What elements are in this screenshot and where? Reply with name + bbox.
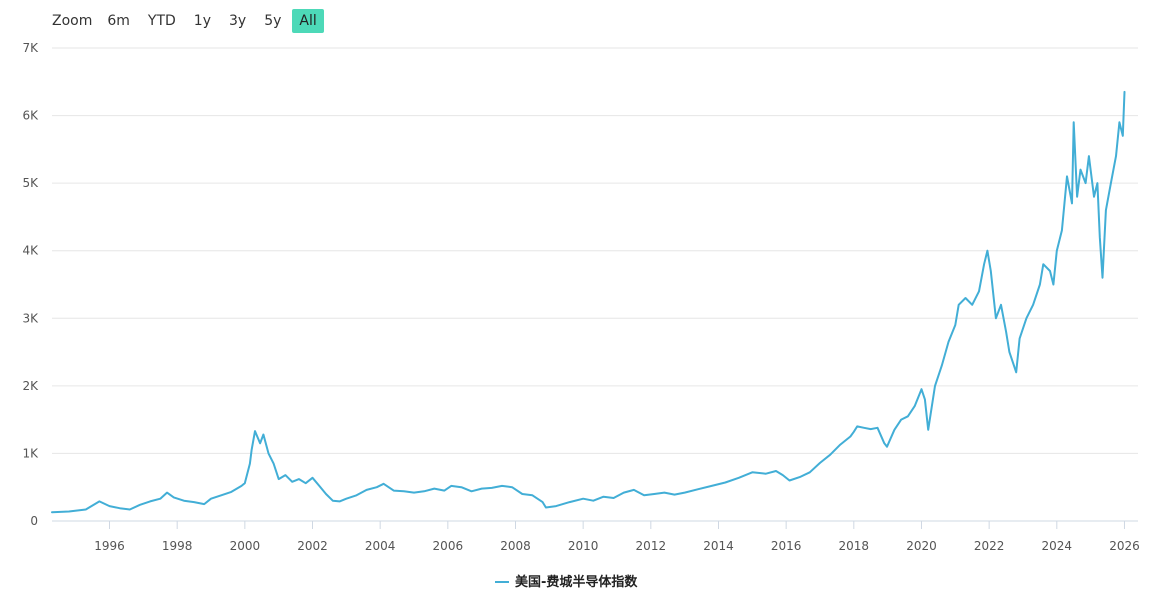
y-tick-label: 2K (22, 379, 39, 393)
x-tick-label: 2002 (297, 539, 328, 553)
y-tick-label: 6K (22, 109, 39, 123)
x-tick-label: 2026 (1109, 539, 1140, 553)
zoom-3y-button[interactable]: 3y (229, 13, 247, 29)
x-tick-label: 1996 (94, 539, 125, 553)
zoom-all-button[interactable]: All (292, 9, 324, 33)
zoom-1y-button[interactable]: 1y (193, 13, 211, 29)
zoom-ytd-button[interactable]: YTD (147, 13, 176, 29)
zoom-bar: Zoom 6m YTD 1y 3y 5y All (52, 8, 326, 34)
x-tick-label: 2016 (771, 539, 802, 553)
x-axis: 1996 1998 2000 2002 2004 2006 2008 2010 2012 2014… (52, 520, 1140, 553)
y-tick-label: 7K (22, 41, 39, 55)
x-tick-label: 2020 (906, 539, 937, 553)
x-tick-label: 1998 (162, 539, 193, 553)
x-tick-label: 2014 (703, 539, 734, 553)
x-tick-label: 2012 (636, 539, 667, 553)
y-axis: 0 1K 2K 3K 4K 5K 6K 7K (22, 41, 39, 528)
legend-label[interactable]: 美国-费城半导体指数 (515, 574, 638, 590)
grid-lines (52, 47, 1138, 522)
y-tick-label: 5K (22, 176, 39, 190)
y-tick-label: 1K (22, 446, 39, 460)
series-line[interactable] (51, 90, 1126, 514)
x-tick-label: 2004 (365, 539, 396, 553)
x-tick-label: 2010 (568, 539, 599, 553)
x-tick-label: 2006 (433, 539, 464, 553)
y-tick-label: 0 (30, 514, 38, 528)
x-tick-label: 2022 (974, 539, 1005, 553)
zoom-6m-button[interactable]: 6m (107, 13, 130, 29)
x-tick-label: 2024 (1042, 539, 1073, 553)
y-tick-label: 4K (22, 244, 39, 258)
legend[interactable]: 美国-费城半导体指数 (495, 574, 638, 590)
zoom-5y-button[interactable]: 5y (264, 13, 282, 29)
x-tick-label: 2018 (839, 539, 870, 553)
zoom-label: Zoom (52, 13, 93, 29)
x-tick-label: 2008 (500, 539, 531, 553)
series-layer (51, 90, 1126, 514)
x-tick-label: 2000 (230, 539, 261, 553)
y-tick-label: 3K (22, 311, 39, 325)
